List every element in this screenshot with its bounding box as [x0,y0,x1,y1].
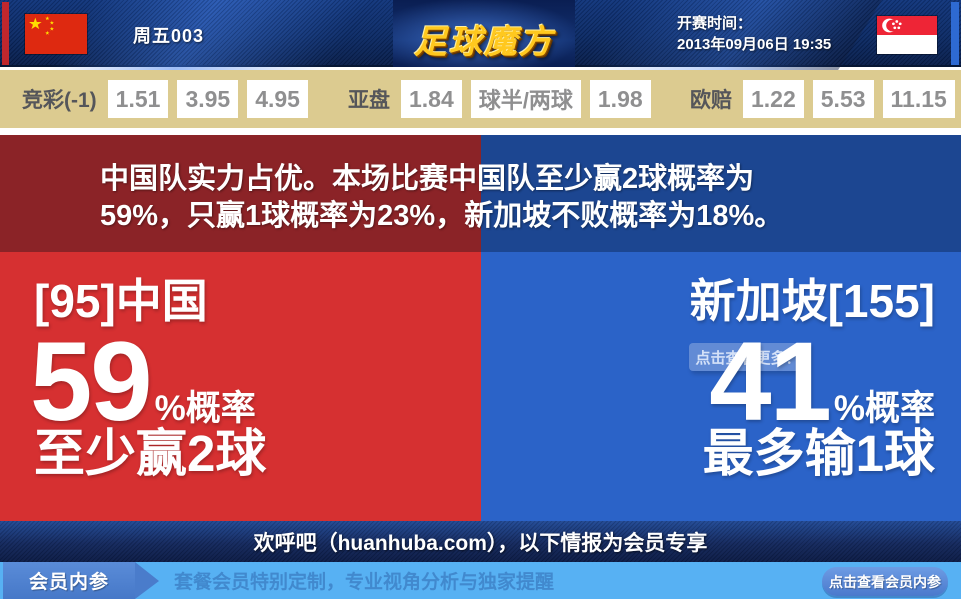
asian-handicap-home: 1.84 [401,80,462,118]
home-probability: 59 %概率 [30,326,256,438]
view-more-watermark-button[interactable]: 点击查看更多！ [689,343,807,371]
away-probability-number: 41 [709,319,832,444]
home-team-name: [95]中国 [34,275,208,327]
banner-away-background [481,135,961,252]
member-ribbon-label: 会员内参 [28,572,109,593]
jingcai-odds-win: 1.51 [107,80,169,118]
analysis-banner: 中国队实力占优。本场比赛中国队至少赢2球概率为 59%，只赢1球概率为23%，新… [0,135,961,252]
euro-odds-label: 欧赔 [690,89,732,112]
view-member-info-button[interactable]: 点击查看会员内参 [822,567,948,596]
promo-bar: 欢呼吧（huanhuba.com），以下情报为会员专享 [0,521,961,562]
euro-odds-draw: 5.53 [812,80,874,118]
away-outcome: 最多输1球 [702,425,935,482]
asian-handicap-line: 球半/两球 [470,80,581,118]
away-probability: 41 %概率 [709,326,935,438]
analysis-text: 中国队实力占优。本场比赛中国队至少赢2球概率为 59%，只赢1球概率为23%，新… [100,161,783,235]
site-logo-text: 足球魔方 [414,23,554,60]
home-probability-suffix: %概率 [154,389,256,428]
euro-odds-group: 欧赔 1.22 5.53 11.15 [690,70,955,128]
asian-handicap-label: 亚盘 [348,89,390,112]
kickoff-label: 开赛时间： [677,15,753,32]
jingcai-odds-group: 竞彩(-1) 1.51 3.95 4.95 [22,70,308,128]
away-color-stripe [951,2,959,65]
analysis-line-1: 中国队实力占优。本场比赛中国队至少赢2球概率为 [100,163,755,195]
home-outcome: 至少赢2球 [34,425,267,482]
away-probability-suffix: %概率 [833,389,935,428]
header-light-band [41,0,379,80]
member-ribbon: 会员内参 [3,562,159,599]
site-logo: 足球魔方 [393,0,575,67]
kickoff-time: 2013年09月06日 19:35 [677,36,832,53]
home-color-stripe [2,2,9,65]
away-team-panel: 新加坡[155] 41 %概率 最多输1球 [481,252,961,521]
euro-odds-lose: 11.15 [882,80,955,118]
probability-panels: [95]中国 59 %概率 至少赢2球 新加坡[155] 41 %概率 最多输1… [0,252,961,521]
asian-handicap-group: 亚盘 1.84 球半/两球 1.98 [348,70,651,128]
asian-handicap-away: 1.98 [589,80,651,118]
match-number-label: 周五003 [133,26,205,46]
member-bar: 会员内参 套餐会员特别定制，专业视角分析与独家提醒 点击查看会员内参 [0,562,961,599]
home-probability-number: 59 [30,319,153,444]
away-team-name: 新加坡[155] [689,275,935,327]
odds-bar: 竞彩(-1) 1.51 3.95 4.95 亚盘 1.84 球半/两球 1.98… [0,70,961,128]
jingcai-odds-draw: 3.95 [177,80,239,118]
match-header: 周五003 足球魔方 开赛时间： 2013年09月06日 19:35 [0,0,961,80]
home-team-panel: [95]中国 59 %概率 至少赢2球 [0,252,481,521]
jingcai-label: 竞彩(-1) [22,89,97,112]
china-flag-icon [25,14,87,54]
promo-text: 欢呼吧（huanhuba.com），以下情报为会员专享 [253,531,708,555]
kickoff-time-block: 开赛时间： 2013年09月06日 19:35 [677,13,831,55]
banner-home-background [0,135,481,252]
analysis-line-2: 59%，只赢1球概率为23%，新加坡不败概率为18%。 [100,200,784,232]
logo-glow [393,0,575,67]
member-description: 套餐会员特别定制，专业视角分析与独家提醒 [174,572,555,593]
jingcai-odds-lose: 4.95 [247,80,308,118]
euro-odds-win: 1.22 [743,80,804,118]
singapore-flag-icon [877,16,937,54]
